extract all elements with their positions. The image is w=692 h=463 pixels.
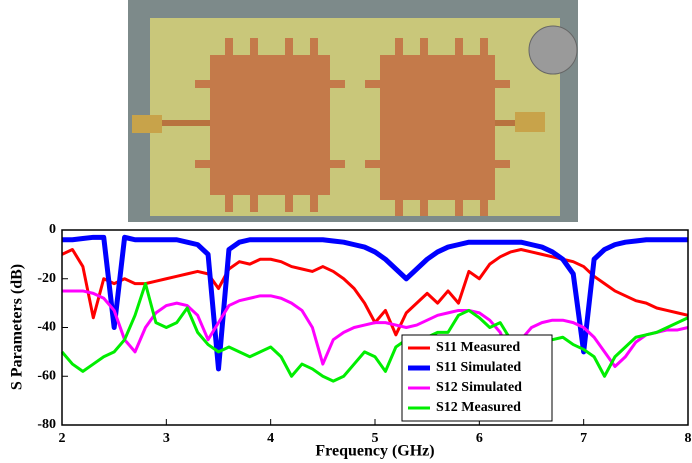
copper-patch bbox=[210, 55, 330, 195]
legend-label: S11 Simulated bbox=[436, 360, 521, 375]
legend-label: S12 Simulated bbox=[436, 380, 522, 395]
y-tick-label: 0 bbox=[49, 222, 56, 237]
feed-line bbox=[495, 120, 525, 126]
x-tick-label: 2 bbox=[59, 431, 66, 446]
x-tick-label: 8 bbox=[685, 431, 692, 446]
x-tick-label: 7 bbox=[580, 431, 587, 446]
x-tick-label: 6 bbox=[476, 431, 483, 446]
y-axis-label: S Parameters (dB) bbox=[9, 264, 26, 390]
sma-connector bbox=[515, 112, 545, 132]
series-line bbox=[62, 234, 688, 372]
legend-label: S11 Measured bbox=[436, 340, 520, 355]
y-tick-label: -80 bbox=[37, 417, 56, 432]
x-tick-label: 3 bbox=[163, 431, 170, 446]
x-tick-label: 5 bbox=[372, 431, 379, 446]
sma-connector bbox=[132, 115, 162, 133]
x-axis-label: Frequency (GHz) bbox=[315, 443, 434, 460]
pcb-photo bbox=[128, 0, 578, 222]
feed-line bbox=[160, 120, 210, 126]
y-tick-label: -20 bbox=[37, 271, 56, 286]
coin bbox=[528, 25, 578, 75]
legend-label: S12 Measured bbox=[436, 400, 521, 415]
y-tick-label: -40 bbox=[37, 320, 56, 335]
series-line bbox=[60, 282, 689, 383]
series-line bbox=[62, 289, 689, 368]
x-tick-label: 4 bbox=[267, 431, 274, 446]
patch-stubs bbox=[195, 38, 510, 216]
copper-patch bbox=[380, 55, 495, 200]
y-tick-label: -60 bbox=[37, 368, 56, 383]
